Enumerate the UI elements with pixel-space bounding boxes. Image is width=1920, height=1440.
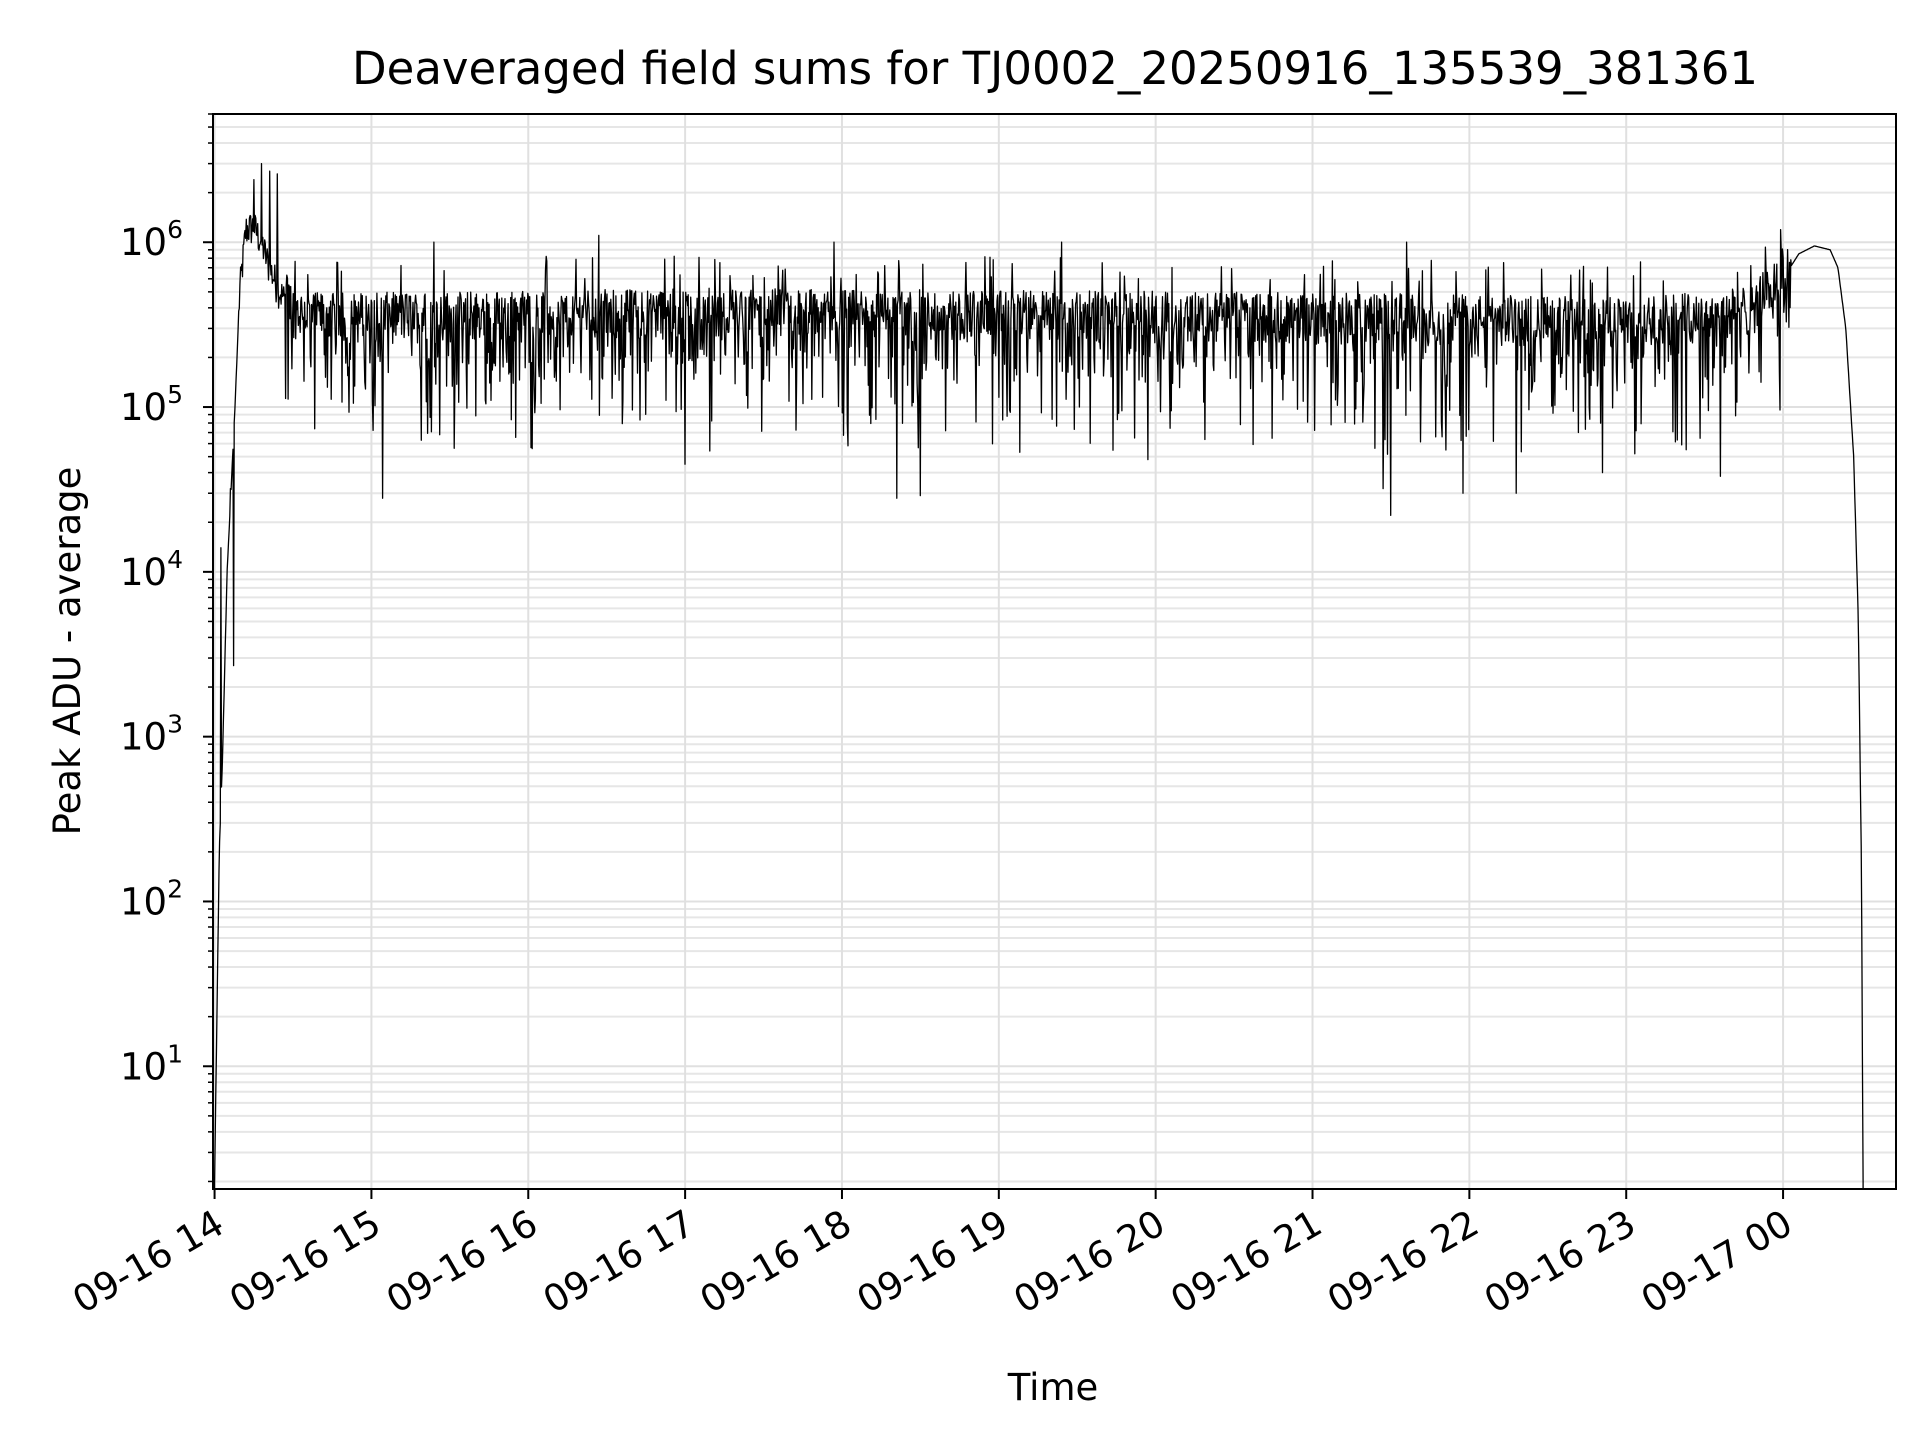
series-layer bbox=[213, 162, 1864, 1189]
plot-frame bbox=[212, 113, 1897, 1190]
y-tick-label: 106 bbox=[120, 215, 183, 264]
x-axis-label: Time bbox=[1007, 1366, 1099, 1409]
y-tick-label: 102 bbox=[120, 874, 183, 923]
grid bbox=[213, 113, 1896, 1189]
series-line bbox=[213, 162, 1864, 1189]
y-tick-label: 103 bbox=[120, 710, 183, 759]
y-axis-label: Peak ADU - average bbox=[46, 467, 89, 836]
y-tick-label: 105 bbox=[120, 380, 183, 429]
chart-title: Deaveraged field sums for TJ0002_2025091… bbox=[352, 42, 1758, 95]
y-tick-label: 104 bbox=[120, 545, 183, 594]
y-tick-label: 101 bbox=[120, 1039, 183, 1088]
y-axis: 101 102 103 104 105 106 bbox=[120, 113, 213, 1183]
